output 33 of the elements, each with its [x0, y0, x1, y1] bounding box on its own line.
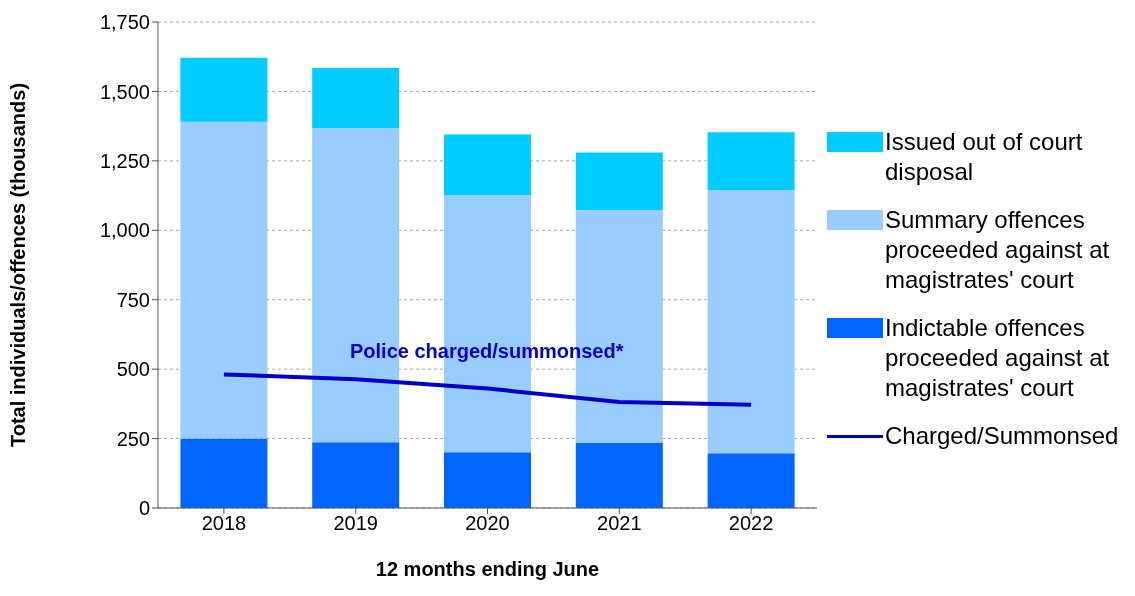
bar: [575, 152, 663, 211]
y-axis-title: Total individuals/offences (thousands): [7, 82, 30, 448]
legend-label: Indictable offences proceeded against at magistrates' court: [885, 313, 1111, 403]
line-series: [221, 372, 754, 407]
y-tick-label: 500: [116, 358, 150, 381]
bar: [444, 452, 532, 508]
bar: [707, 453, 795, 508]
bar: [707, 132, 795, 191]
bar: [312, 68, 400, 129]
x-tick-label: 2019: [333, 512, 378, 535]
x-tick-label: 2022: [728, 512, 774, 535]
x-tick-label: 2018: [201, 512, 247, 535]
bar: [180, 438, 268, 508]
x-axis-title: 12 months ending June: [375, 558, 600, 580]
y-tick-label: 1,750: [99, 11, 150, 34]
bar: [312, 442, 400, 508]
y-tick-label: 1,000: [99, 219, 150, 242]
legend-label: Issued out of court disposal: [885, 127, 1084, 187]
legend-label: Summary offences proceeded against at magistrates' court: [885, 205, 1111, 295]
y-tick-label: 1,250: [99, 149, 150, 172]
annotation: Police charged/summonsed*: [350, 340, 624, 363]
y-tick-label: 750: [116, 288, 150, 311]
y-tick-label: 250: [116, 427, 150, 450]
bar: [444, 134, 532, 196]
x-tick-label: 2021: [597, 512, 642, 535]
x-tick-label: 2020: [465, 512, 510, 535]
bar: [180, 57, 268, 122]
bar: [707, 190, 795, 454]
legend-label: Charged/Summonsed: [885, 421, 1119, 451]
y-tick-label: 0: [138, 497, 150, 520]
bar: [180, 121, 268, 439]
y-tick-label: 1,500: [99, 80, 150, 103]
bar: [575, 443, 663, 508]
